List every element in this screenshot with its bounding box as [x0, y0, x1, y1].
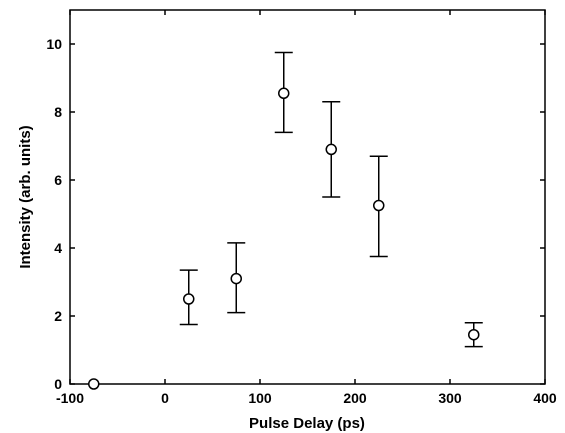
plot-area: [69, 9, 546, 385]
y-tick-label: 2: [54, 308, 62, 324]
y-tick-label: 0: [54, 376, 62, 392]
x-tick-label: 200: [343, 390, 367, 406]
data-point-6: [468, 328, 480, 341]
y-axis-label: Intensity (arb. units): [17, 125, 34, 268]
x-tick-label: -100: [56, 390, 84, 406]
data-point-3: [278, 87, 290, 100]
y-tick-label: 10: [46, 36, 62, 52]
data-point-2: [230, 272, 242, 285]
data-point-0: [88, 378, 100, 390]
x-tick-label: 0: [161, 390, 169, 406]
x-tick-label: 300: [438, 390, 462, 406]
data-point-4: [325, 143, 337, 156]
y-tick-label: 8: [54, 104, 62, 120]
data-point-1: [183, 293, 195, 305]
x-tick-label: 100: [248, 390, 272, 406]
y-tick-label: 4: [54, 240, 62, 256]
y-tick-label: 6: [54, 172, 62, 188]
data-point-5: [373, 199, 385, 212]
data-marks: [88, 51, 483, 390]
x-axis-label: Pulse Delay (ps): [249, 415, 365, 432]
x-tick-label: 400: [533, 390, 557, 406]
